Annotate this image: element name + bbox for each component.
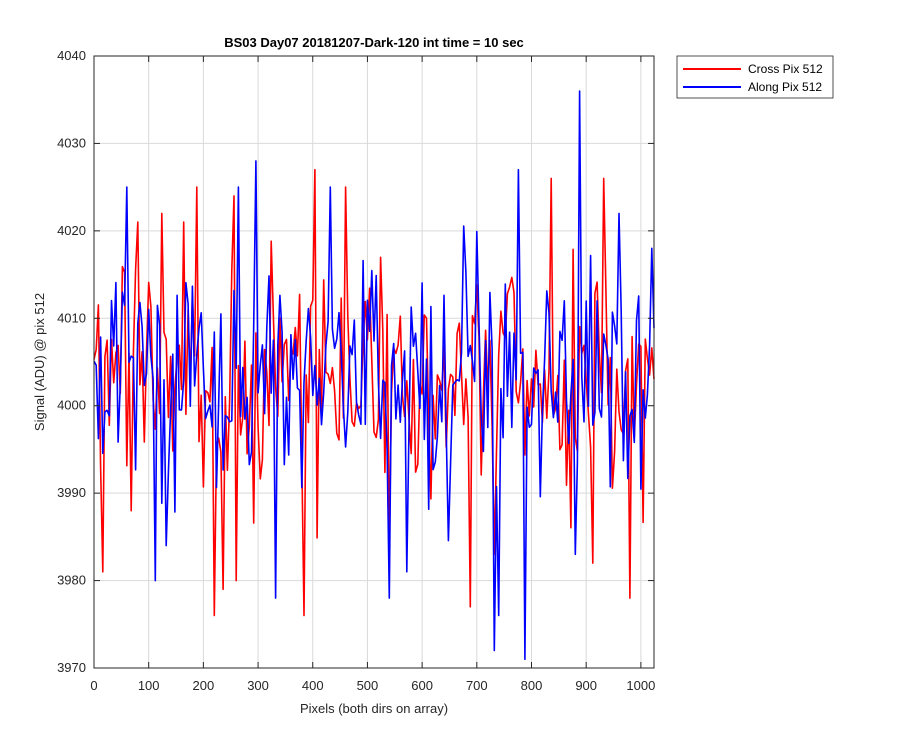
y-tick-label: 4030 xyxy=(57,135,86,150)
x-tick-label: 300 xyxy=(247,678,269,693)
legend-label-along: Along Pix 512 xyxy=(748,80,822,94)
x-tick-label: 400 xyxy=(302,678,324,693)
x-tick-label: 500 xyxy=(357,678,379,693)
series-line-along xyxy=(93,90,655,661)
x-tick-label: 700 xyxy=(466,678,488,693)
series-line-cross xyxy=(93,168,655,617)
tick-layer: 0 100 200 300 400 500 600 700 800 900 1000 3970 3980… xyxy=(57,48,655,693)
x-tick-label: 800 xyxy=(521,678,543,693)
x-tick-label: 100 xyxy=(138,678,160,693)
x-axis-label: Pixels (both dirs on array) xyxy=(300,701,448,716)
plot-area-frame xyxy=(93,55,655,669)
legend: Cross Pix 512 Along Pix 512 xyxy=(676,55,834,99)
chart-title: BS03 Day07 20181207-Dark-120 int time = … xyxy=(224,35,524,50)
series-layer xyxy=(93,90,655,661)
legend-box xyxy=(676,55,834,99)
x-tick-label: 200 xyxy=(193,678,215,693)
y-tick-label: 3990 xyxy=(57,485,86,500)
x-tick-label: 0 xyxy=(90,678,97,693)
y-tick-label: 4010 xyxy=(57,310,86,325)
y-tick-label: 4040 xyxy=(57,48,86,63)
legend-label-cross: Cross Pix 512 xyxy=(748,62,823,76)
y-tick-label: 3970 xyxy=(57,660,86,675)
y-tick-label: 3980 xyxy=(57,573,86,588)
x-tick-label: 1000 xyxy=(626,678,655,693)
y-tick-label: 4020 xyxy=(57,223,86,238)
x-tick-label: 600 xyxy=(411,678,433,693)
y-axis-label: Signal (ADU) @ pix 512 xyxy=(32,293,47,431)
y-tick-label: 4000 xyxy=(57,398,86,413)
x-tick-label: 900 xyxy=(575,678,597,693)
